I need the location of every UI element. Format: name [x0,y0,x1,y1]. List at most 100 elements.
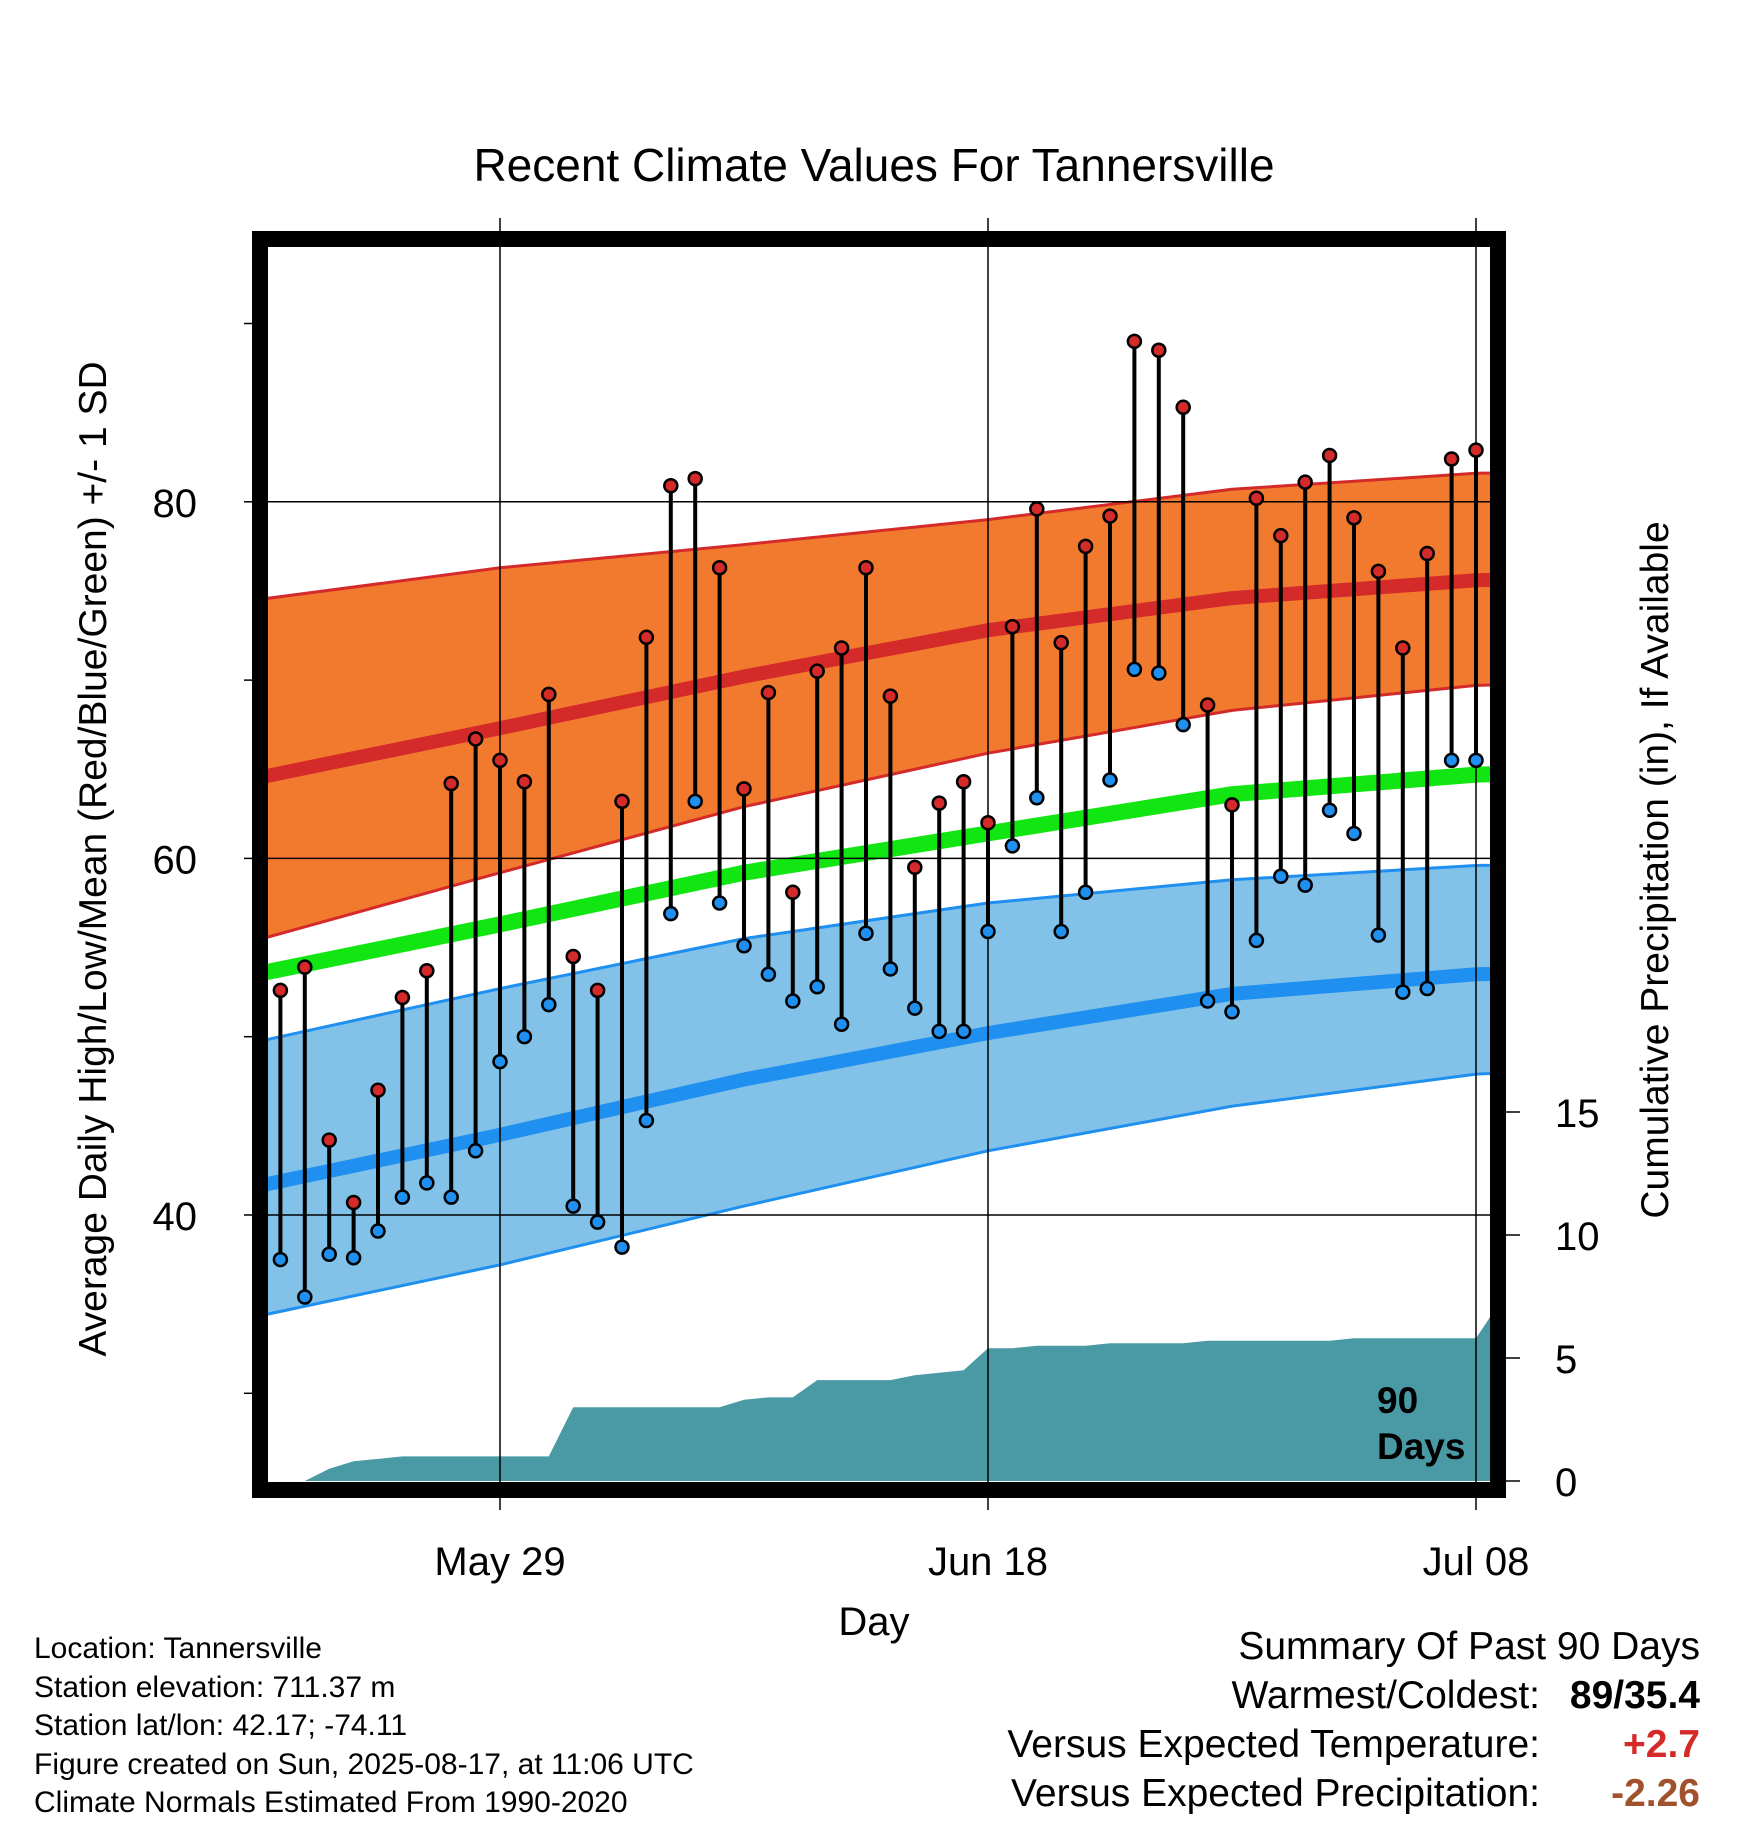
high-point [1029,501,1045,517]
precip-area [268,1317,1490,1481]
low-point [1151,665,1167,681]
low-point [1616,750,1629,763]
low-point [882,961,899,977]
high-point [882,688,899,704]
low-point [492,1053,508,1070]
high-point [1151,342,1167,358]
created-text: Figure created on Sun, 2025-08-17, at 11… [34,1747,694,1781]
high-point [1346,510,1362,526]
high-point [663,478,679,494]
low-point [1518,777,1531,790]
high-point [1395,640,1411,656]
location-text: Location: Tannersville [34,1632,322,1665]
temp-label: Versus Expected Temperature: [1007,1723,1540,1766]
low-point [858,925,874,942]
low-point [760,966,777,983]
low-point [1029,790,1045,806]
low-point [297,1289,313,1305]
low-point [1714,734,1727,747]
low-point [1543,800,1556,813]
low-point [345,1250,362,1266]
x-tick-label: Jul 08 [1423,1540,1530,1584]
high-point [297,959,313,975]
y-axis-label-right: Cumulative Precipitation (in), If Availa… [1634,521,1677,1218]
high-point [370,1082,386,1098]
high-point [1077,538,1094,555]
y-tick-label-right: 0 [1555,1461,1577,1505]
high-point [687,470,703,487]
low-point [907,1000,923,1016]
low-point [321,1246,337,1262]
station-info: Location: Tannersville Station elevation… [34,1630,694,1823]
low-point [1321,802,1338,819]
low-point [1370,927,1387,943]
x-tick-label: Jun 18 [928,1540,1048,1584]
high-point [589,982,606,999]
high-point [955,773,972,790]
low-point [1443,752,1460,769]
high-point [345,1194,362,1211]
low-point [419,1175,435,1191]
high-point [1738,593,1748,606]
summary-precip-row: Versus Expected Precipitation: -2.26 [1007,1769,1700,1818]
low-point [1273,868,1289,884]
low-point [736,938,752,954]
high-point [541,686,557,703]
low-point [1346,825,1362,842]
high-point [1665,449,1678,462]
low-point [1297,877,1313,893]
high-point [1616,518,1629,531]
high-point [1102,508,1118,524]
high-normal-band [268,472,1490,938]
high-point [1370,563,1387,580]
low-point [1738,954,1748,967]
low-point [1004,838,1021,854]
low-point [1126,661,1143,678]
high-point [785,884,801,901]
high-point [1689,481,1702,494]
high-point [1543,501,1556,514]
low-point [1468,752,1484,769]
today-marker-line1: 90 [1377,1380,1418,1421]
high-point [1273,527,1289,544]
warmest-value: 89/35.4 [1569,1674,1700,1717]
low-point [711,895,728,911]
high-point [614,793,630,810]
today-marker-line2: Days [1377,1426,1465,1467]
low-point [1053,923,1069,940]
elevation-text: Station elevation: 711.37 m [34,1670,396,1704]
high-point [1443,451,1460,467]
high-point [1224,797,1240,813]
low-point [1567,806,1580,819]
low-point [809,979,825,995]
y-tick-label-right: 5 [1555,1338,1577,1382]
high-point [1567,540,1580,553]
high-point [443,775,459,792]
low-point [931,1023,947,1040]
high-point [1199,697,1216,713]
low-point [541,996,557,1013]
low-point [1395,984,1411,1000]
high-point [736,781,752,797]
high-point [1297,474,1313,490]
latlon-text: Station lat/lon: 42.17; -74.11 [34,1709,408,1742]
low-point [1248,932,1265,949]
high-point [467,731,484,747]
high-point [272,982,289,999]
high-point [931,795,947,811]
high-point [1248,490,1265,506]
high-point [492,752,508,769]
y-tick-label-right: 15 [1555,1092,1600,1136]
low-point [589,1214,606,1230]
y-axis-label-left: Average Daily High/Low/Mean (Red/Blue/Gr… [72,361,115,1356]
low-point [785,993,801,1009]
high-point [1175,399,1191,416]
summary-temp-row: Versus Expected Temperature: +2.7 [1007,1720,1700,1769]
high-point [1592,600,1605,613]
low-point [833,1016,850,1032]
low-point [370,1223,386,1239]
high-point [638,629,655,646]
warmest-label: Warmest/Coldest: [1231,1674,1540,1717]
low-point [1077,884,1094,901]
low-point [516,1028,533,1045]
